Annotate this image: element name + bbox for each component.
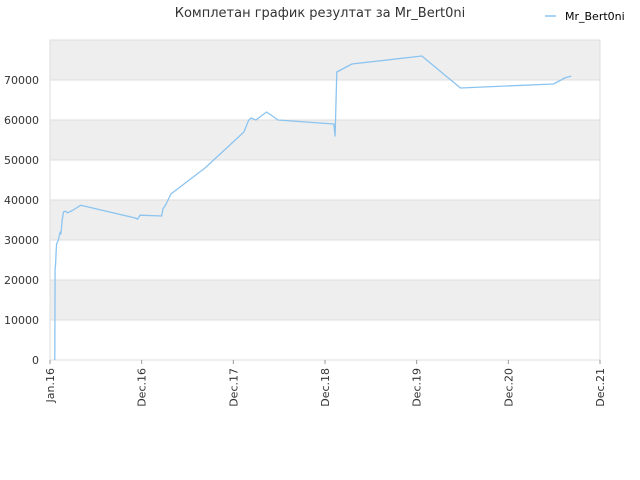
- y-tick-label: 60000: [4, 114, 39, 127]
- grid-band: [50, 160, 600, 200]
- x-tick-label: Dec.16: [136, 368, 149, 407]
- x-tick-label: Jan.16: [44, 368, 57, 403]
- chart-title: Комплетан график резултат за Mr_Bert0ni: [175, 6, 466, 21]
- plot-background-bands: [50, 40, 600, 360]
- grid-band: [50, 200, 600, 240]
- x-tick-label: Dec.17: [227, 368, 240, 407]
- y-tick-label: 50000: [4, 154, 39, 167]
- grid-band: [50, 240, 600, 280]
- y-tick-label: 70000: [4, 74, 39, 87]
- y-axis: 0 10000 20000 30000 40000 50000 60000 70000: [4, 74, 600, 367]
- x-tick-label: Dec.19: [411, 368, 424, 407]
- y-tick-label: 10000: [4, 314, 39, 327]
- x-axis: Jan.16 Dec.16 Dec.17 Dec.18 Dec.19 Dec.20 Dec.…: [44, 360, 607, 407]
- x-tick-label: Dec.20: [502, 368, 515, 407]
- grid-band: [50, 40, 600, 80]
- y-tick-label: 20000: [4, 274, 39, 287]
- y-tick-label: 0: [32, 354, 39, 367]
- grid-band: [50, 120, 600, 160]
- legend-label: Mr_Bert0ni: [565, 10, 625, 23]
- x-tick-label: Dec.21: [594, 368, 607, 407]
- series-layer: [54, 55, 572, 361]
- legend: Mr_Bert0ni: [545, 10, 625, 23]
- series-line: [54, 55, 572, 361]
- grid-band: [50, 80, 600, 120]
- grid-band: [50, 320, 600, 360]
- grid-band: [50, 280, 600, 320]
- x-tick-label: Dec.18: [319, 368, 332, 407]
- y-tick-label: 40000: [4, 194, 39, 207]
- y-tick-label: 30000: [4, 234, 39, 247]
